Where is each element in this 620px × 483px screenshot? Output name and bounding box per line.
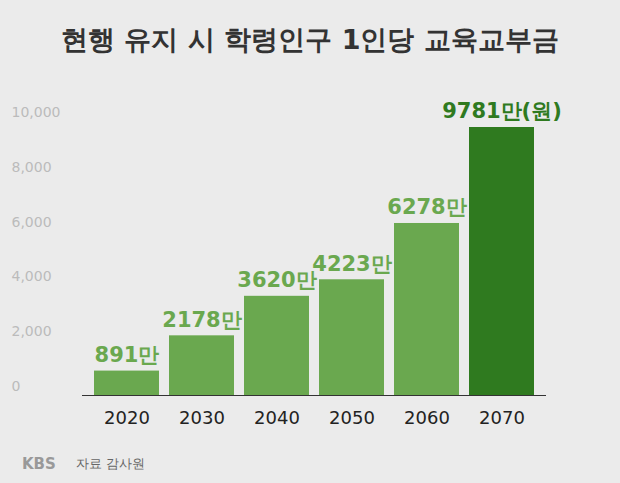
svg-text:891만: 891만	[95, 343, 160, 367]
html-text:KBS: KBS	[22, 455, 56, 473]
svg-text:10,000: 10,000	[12, 104, 61, 120]
svg-text:2020: 2020	[104, 407, 150, 428]
svg-text:2178만: 2178만	[162, 308, 241, 332]
svg-text:2050: 2050	[329, 407, 375, 428]
svg-text:2060: 2060	[404, 407, 450, 428]
html-text:현행 유지 시 학령인구 1인당 교육교부금: 현행 유지 시 학령인구 1인당 교육교부금	[61, 24, 559, 55]
svg-text:0: 0	[12, 378, 21, 394]
svg-text:2030: 2030	[179, 407, 225, 428]
svg-text:2040: 2040	[254, 407, 300, 428]
svg-text:4223만: 4223만	[312, 252, 391, 276]
svg-text:8,000: 8,000	[12, 159, 52, 175]
html-text:자료 감사원: 자료 감사원	[75, 456, 145, 471]
svg-text:2,000: 2,000	[12, 323, 52, 339]
svg-text:2070: 2070	[479, 407, 525, 428]
svg-text:6,000: 6,000	[12, 214, 52, 230]
svg-text:3620만: 3620만	[237, 268, 316, 292]
svg-text:9781만(원): 9781만(원)	[442, 99, 562, 123]
svg-text:4,000: 4,000	[12, 268, 52, 284]
svg-text:6278만: 6278만	[387, 195, 466, 219]
